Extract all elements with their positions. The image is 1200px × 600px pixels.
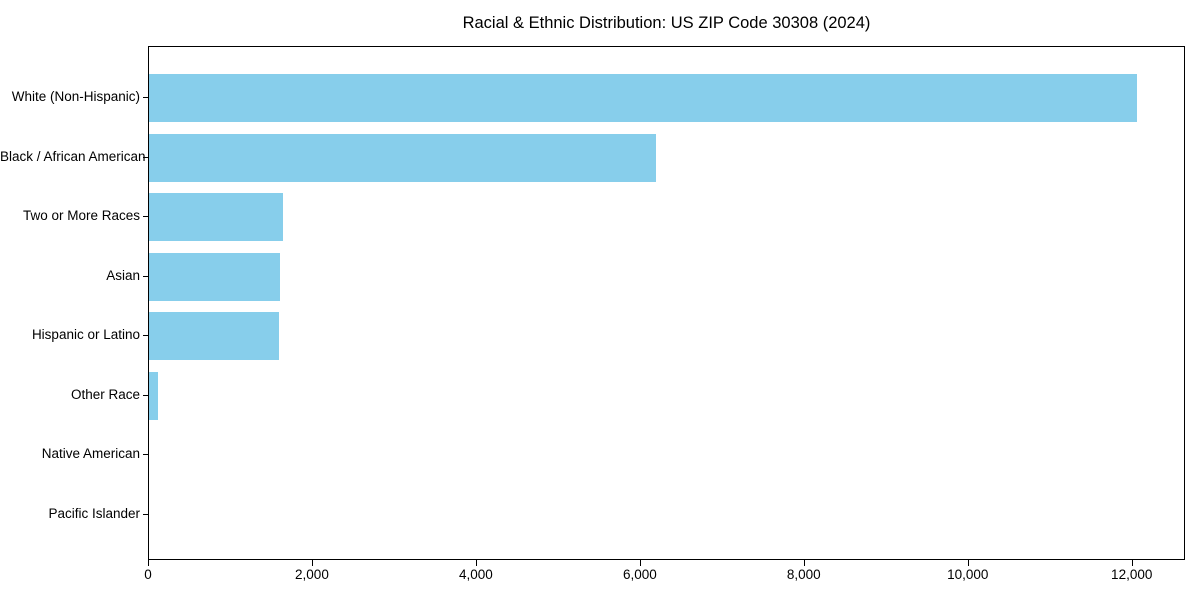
y-tick-mark — [143, 156, 148, 158]
y-tick-label-other-race: Other Race — [70, 386, 140, 402]
x-tick-mark — [967, 560, 969, 566]
x-tick-label-2000: 2,000 — [295, 567, 329, 582]
y-tick-label-hispanic-or-latino: Hispanic or Latino — [31, 327, 140, 343]
bar-white-non-hispanic — [149, 74, 1137, 122]
x-tick-label-4000: 4,000 — [458, 567, 493, 582]
x-tick-label-10000: 10,000 — [947, 567, 989, 582]
x-tick-label-8000: 8,000 — [786, 567, 821, 582]
bar-hispanic-or-latino — [149, 312, 279, 361]
bar-two-or-more-races — [149, 193, 283, 242]
y-tick-mark — [143, 275, 148, 277]
y-tick-label-asian: Asian — [106, 267, 140, 283]
y-tick-label-two-or-more-races: Two or More Races — [22, 208, 140, 224]
y-tick-label-pacific-islander: Pacific Islander — [48, 505, 140, 521]
x-tick-label-6000: 6,000 — [622, 567, 657, 582]
y-tick-mark — [143, 394, 148, 396]
y-tick-label-native-american: Native American — [41, 446, 140, 462]
bar-asian — [149, 252, 281, 301]
x-tick-mark — [148, 560, 149, 566]
y-tick-label-white-non-hispanic: White (Non-Hispanic) — [11, 89, 140, 104]
y-tick-mark — [143, 513, 148, 515]
chart-title: Racial & Ethnic Distribution: US ZIP Cod… — [462, 14, 871, 32]
x-tick-mark — [639, 560, 641, 566]
x-tick-mark — [1131, 560, 1133, 566]
y-tick-mark — [143, 216, 148, 218]
x-tick-mark — [803, 560, 805, 566]
x-tick-mark — [475, 560, 477, 566]
y-tick-mark — [143, 454, 148, 456]
x-tick-label-12000: 12,000 — [1111, 567, 1153, 582]
plot-area — [148, 46, 1185, 560]
bar-other-race — [149, 371, 159, 420]
y-tick-mark — [143, 335, 148, 337]
x-tick-label-0: 0 — [144, 567, 152, 582]
y-tick-mark — [143, 97, 148, 98]
x-tick-mark — [311, 560, 313, 566]
y-tick-label-black-african-american: Black / African American — [0, 148, 146, 164]
bar-black-african-american — [149, 133, 656, 182]
